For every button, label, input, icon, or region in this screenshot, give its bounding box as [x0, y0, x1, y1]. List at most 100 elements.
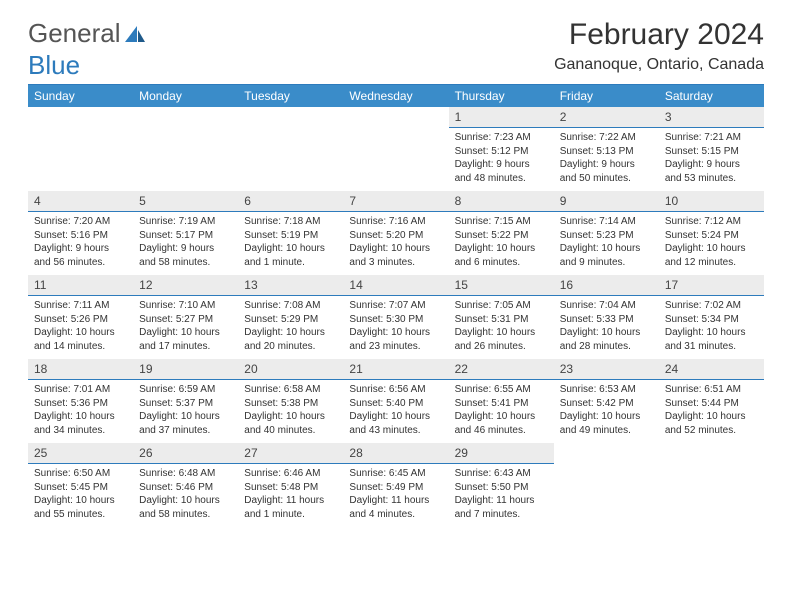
day-sr: Sunrise: 7:23 AM — [455, 131, 548, 145]
day-number-cell: 11 — [28, 275, 133, 296]
day-d2: and 23 minutes. — [349, 340, 442, 354]
day-header-row: Sunday Monday Tuesday Wednesday Thursday… — [28, 85, 764, 107]
day-d1: Daylight: 10 hours — [455, 410, 548, 424]
logo-text-general: General — [28, 18, 121, 49]
day-info-cell — [659, 464, 764, 528]
day-info-cell: Sunrise: 6:55 AMSunset: 5:41 PMDaylight:… — [449, 380, 554, 444]
day-sr: Sunrise: 7:05 AM — [455, 299, 548, 313]
day-d1: Daylight: 10 hours — [560, 326, 653, 340]
day-d1: Daylight: 10 hours — [665, 242, 758, 256]
day-d2: and 14 minutes. — [34, 340, 127, 354]
day-number-cell — [554, 443, 659, 464]
location: Gananoque, Ontario, Canada — [554, 56, 764, 74]
day-sr: Sunrise: 7:12 AM — [665, 215, 758, 229]
day-sr: Sunrise: 7:16 AM — [349, 215, 442, 229]
day-sr: Sunrise: 6:59 AM — [139, 383, 232, 397]
day-ss: Sunset: 5:29 PM — [244, 313, 337, 327]
day-ss: Sunset: 5:42 PM — [560, 397, 653, 411]
day-info-cell: Sunrise: 7:16 AMSunset: 5:20 PMDaylight:… — [343, 212, 448, 276]
daynum-row: 18192021222324 — [28, 359, 764, 380]
day-info-cell: Sunrise: 7:01 AMSunset: 5:36 PMDaylight:… — [28, 380, 133, 444]
col-sunday: Sunday — [28, 85, 133, 107]
day-ss: Sunset: 5:48 PM — [244, 481, 337, 495]
day-number-cell: 20 — [238, 359, 343, 380]
logo-text-blue: Blue — [28, 50, 80, 80]
day-ss: Sunset: 5:13 PM — [560, 145, 653, 159]
day-sr: Sunrise: 7:21 AM — [665, 131, 758, 145]
day-d1: Daylight: 10 hours — [349, 326, 442, 340]
day-d2: and 9 minutes. — [560, 256, 653, 270]
day-d1: Daylight: 10 hours — [560, 410, 653, 424]
day-info-cell: Sunrise: 7:07 AMSunset: 5:30 PMDaylight:… — [343, 296, 448, 360]
day-info-cell: Sunrise: 7:11 AMSunset: 5:26 PMDaylight:… — [28, 296, 133, 360]
day-d2: and 6 minutes. — [455, 256, 548, 270]
day-info-cell: Sunrise: 7:23 AMSunset: 5:12 PMDaylight:… — [449, 128, 554, 192]
day-d1: Daylight: 10 hours — [665, 410, 758, 424]
day-number-cell: 4 — [28, 191, 133, 212]
day-d2: and 40 minutes. — [244, 424, 337, 438]
day-number-cell: 18 — [28, 359, 133, 380]
day-number-cell — [133, 107, 238, 128]
day-d2: and 58 minutes. — [139, 508, 232, 522]
day-d2: and 26 minutes. — [455, 340, 548, 354]
day-number-cell: 1 — [449, 107, 554, 128]
day-d1: Daylight: 10 hours — [34, 494, 127, 508]
day-d1: Daylight: 10 hours — [244, 242, 337, 256]
day-d2: and 1 minute. — [244, 256, 337, 270]
day-d2: and 56 minutes. — [34, 256, 127, 270]
day-ss: Sunset: 5:31 PM — [455, 313, 548, 327]
day-sr: Sunrise: 6:46 AM — [244, 467, 337, 481]
day-number-cell: 28 — [343, 443, 448, 464]
day-sr: Sunrise: 6:48 AM — [139, 467, 232, 481]
day-d1: Daylight: 10 hours — [139, 494, 232, 508]
day-sr: Sunrise: 6:43 AM — [455, 467, 548, 481]
day-number-cell: 9 — [554, 191, 659, 212]
day-info-cell — [554, 464, 659, 528]
day-ss: Sunset: 5:45 PM — [34, 481, 127, 495]
day-info-row: Sunrise: 7:11 AMSunset: 5:26 PMDaylight:… — [28, 296, 764, 360]
day-info-cell: Sunrise: 7:20 AMSunset: 5:16 PMDaylight:… — [28, 212, 133, 276]
day-number-cell: 16 — [554, 275, 659, 296]
day-d2: and 53 minutes. — [665, 172, 758, 186]
day-info-cell — [238, 128, 343, 192]
day-d1: Daylight: 10 hours — [455, 326, 548, 340]
day-ss: Sunset: 5:44 PM — [665, 397, 758, 411]
day-info-row: Sunrise: 6:50 AMSunset: 5:45 PMDaylight:… — [28, 464, 764, 528]
day-ss: Sunset: 5:23 PM — [560, 229, 653, 243]
day-d2: and 1 minute. — [244, 508, 337, 522]
day-d1: Daylight: 9 hours — [665, 158, 758, 172]
day-info-cell: Sunrise: 7:21 AMSunset: 5:15 PMDaylight:… — [659, 128, 764, 192]
day-d2: and 48 minutes. — [455, 172, 548, 186]
day-sr: Sunrise: 7:04 AM — [560, 299, 653, 313]
day-d2: and 50 minutes. — [560, 172, 653, 186]
day-info-cell: Sunrise: 6:43 AMSunset: 5:50 PMDaylight:… — [449, 464, 554, 528]
day-sr: Sunrise: 7:19 AM — [139, 215, 232, 229]
day-ss: Sunset: 5:12 PM — [455, 145, 548, 159]
day-number-cell: 19 — [133, 359, 238, 380]
month-title: February 2024 — [554, 18, 764, 52]
day-ss: Sunset: 5:17 PM — [139, 229, 232, 243]
day-info-cell: Sunrise: 7:12 AMSunset: 5:24 PMDaylight:… — [659, 212, 764, 276]
day-sr: Sunrise: 7:01 AM — [34, 383, 127, 397]
daynum-row: 123 — [28, 107, 764, 128]
day-number-cell: 24 — [659, 359, 764, 380]
title-block: February 2024 Gananoque, Ontario, Canada — [554, 18, 764, 74]
day-number-cell — [28, 107, 133, 128]
day-ss: Sunset: 5:26 PM — [34, 313, 127, 327]
day-info-cell — [343, 128, 448, 192]
day-number-cell — [659, 443, 764, 464]
page-header: General February 2024 Gananoque, Ontario… — [0, 0, 792, 82]
day-d1: Daylight: 9 hours — [560, 158, 653, 172]
day-sr: Sunrise: 6:55 AM — [455, 383, 548, 397]
day-ss: Sunset: 5:46 PM — [139, 481, 232, 495]
day-ss: Sunset: 5:30 PM — [349, 313, 442, 327]
day-number-cell: 2 — [554, 107, 659, 128]
day-d1: Daylight: 10 hours — [244, 326, 337, 340]
day-d1: Daylight: 10 hours — [34, 410, 127, 424]
day-info-cell: Sunrise: 7:14 AMSunset: 5:23 PMDaylight:… — [554, 212, 659, 276]
day-d2: and 46 minutes. — [455, 424, 548, 438]
day-d2: and 58 minutes. — [139, 256, 232, 270]
day-d1: Daylight: 10 hours — [244, 410, 337, 424]
day-d2: and 43 minutes. — [349, 424, 442, 438]
day-number-cell: 12 — [133, 275, 238, 296]
